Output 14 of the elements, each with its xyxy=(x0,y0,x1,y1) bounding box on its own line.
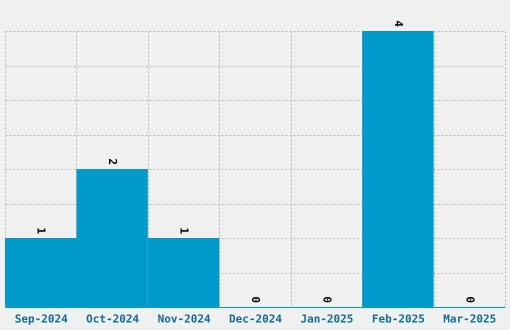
data-label: 4 xyxy=(392,20,405,28)
data-label: 0 xyxy=(320,296,334,303)
data-label: 0 xyxy=(249,296,262,303)
x-tick-label: Dec-2024 xyxy=(229,312,282,326)
x-tick-label: Feb-2025 xyxy=(372,312,425,326)
x-tick-label: Oct-2024 xyxy=(86,312,140,326)
data-label: 1 xyxy=(178,227,191,234)
x-tick-label: Sep-2024 xyxy=(14,312,68,326)
x-tick-label: Nov-2024 xyxy=(158,312,211,326)
x-tick-label: Mar-2025 xyxy=(443,312,496,326)
data-label: 1 xyxy=(34,227,48,234)
data-label: 0 xyxy=(463,296,476,303)
x-tick-label: Jan-2025 xyxy=(300,312,354,326)
data-label: 2 xyxy=(106,158,120,165)
